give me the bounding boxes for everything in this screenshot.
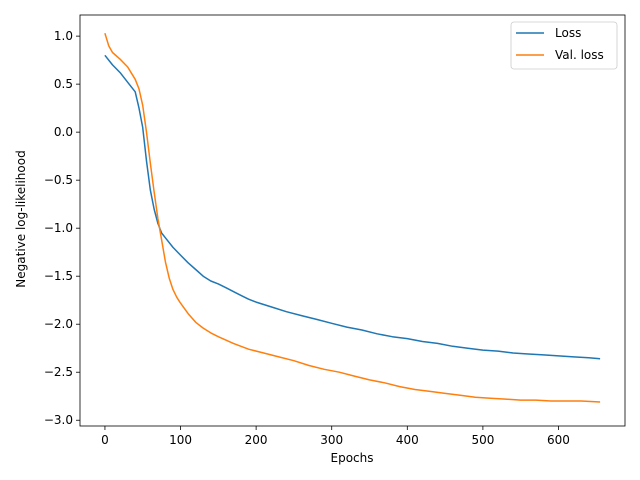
x-tick-label: 100 bbox=[169, 433, 192, 447]
x-tick-label: 500 bbox=[471, 433, 494, 447]
x-tick-label: 300 bbox=[320, 433, 343, 447]
y-tick-label: −2.5 bbox=[44, 365, 73, 379]
y-tick-label: 0.5 bbox=[54, 77, 73, 91]
x-axis: 0 100 200 300 400 500 600 bbox=[101, 426, 570, 447]
series-line-val-loss bbox=[104, 32, 601, 403]
x-tick-label: 0 bbox=[101, 433, 109, 447]
x-axis-label: Epochs bbox=[331, 451, 374, 465]
legend: Loss Val. loss bbox=[510, 21, 618, 70]
y-axis-label: Negative log-likelihood bbox=[14, 150, 28, 287]
plot-area bbox=[80, 15, 625, 426]
legend-label-val-loss: Val. loss bbox=[555, 48, 604, 62]
y-tick-label: 0.0 bbox=[54, 125, 73, 139]
series-line-loss bbox=[104, 54, 601, 360]
series-layer bbox=[104, 32, 601, 403]
x-tick-label: 200 bbox=[245, 433, 268, 447]
y-tick-label: −3.0 bbox=[44, 413, 73, 427]
x-tick-label: 400 bbox=[396, 433, 419, 447]
axes-frame bbox=[79, 14, 626, 427]
x-tick-label: 600 bbox=[547, 433, 570, 447]
y-axis: 1.0 0.5 0.0 −0.5 −1.0 −1.5 −2.0 −2.5 −3.0 bbox=[44, 29, 80, 427]
y-tick-label: −1.0 bbox=[44, 221, 73, 235]
y-tick-label: −0.5 bbox=[44, 173, 73, 187]
legend-label-loss: Loss bbox=[555, 26, 581, 40]
y-tick-label: −2.0 bbox=[44, 317, 73, 331]
y-tick-label: 1.0 bbox=[54, 29, 73, 43]
y-tick-label: −1.5 bbox=[44, 269, 73, 283]
